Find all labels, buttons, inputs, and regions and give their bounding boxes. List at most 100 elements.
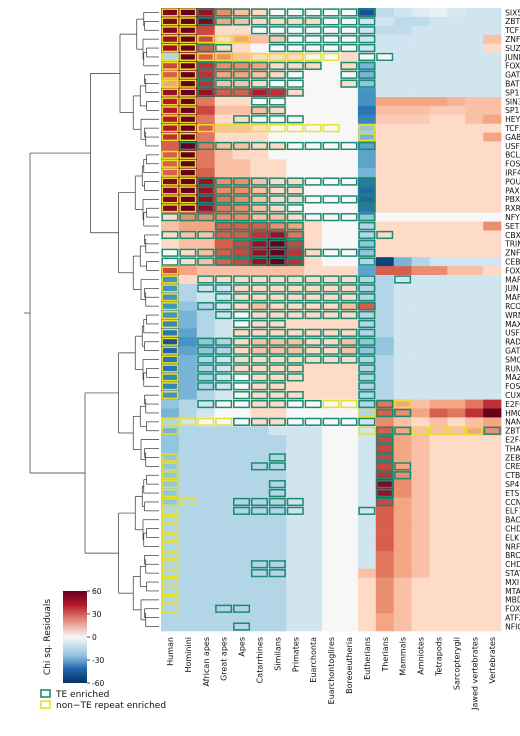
heatmap-cell bbox=[214, 16, 233, 27]
heatmap-cell bbox=[393, 88, 412, 98]
heatmap-cell bbox=[483, 381, 502, 391]
heatmap-cell bbox=[357, 568, 377, 578]
heatmap-cell bbox=[411, 550, 430, 561]
te-outline bbox=[340, 70, 358, 79]
heatmap-cell bbox=[375, 221, 394, 231]
nonte-outline bbox=[161, 355, 179, 364]
te-outline bbox=[394, 426, 412, 435]
te-outline bbox=[250, 177, 268, 186]
te-outline bbox=[197, 373, 215, 382]
heatmap-cell bbox=[393, 328, 412, 338]
heatmap-cell bbox=[465, 16, 484, 27]
te-outline bbox=[233, 319, 251, 329]
nonte-outline bbox=[161, 604, 179, 613]
heatmap-cell bbox=[196, 97, 215, 107]
heatmap-cell bbox=[465, 310, 484, 320]
heatmap-cell bbox=[322, 266, 341, 276]
heatmap-cell bbox=[232, 346, 251, 356]
heatmap-cell bbox=[483, 292, 502, 302]
nonte-outline bbox=[179, 497, 197, 507]
heatmap-cell bbox=[411, 123, 430, 133]
heatmap-cell bbox=[304, 372, 323, 383]
heatmap-cell bbox=[447, 177, 466, 187]
heatmap-cell bbox=[232, 70, 251, 80]
heatmap-cell bbox=[232, 16, 251, 27]
heatmap-cell bbox=[322, 524, 341, 534]
heatmap-cell bbox=[447, 319, 466, 329]
heatmap-cell bbox=[465, 123, 484, 133]
te-outline bbox=[250, 319, 268, 329]
heatmap-cell bbox=[196, 16, 215, 27]
heatmap-cell bbox=[357, 203, 377, 213]
heatmap-cell bbox=[196, 506, 215, 516]
te-outline bbox=[358, 35, 376, 44]
heatmap-cell bbox=[232, 319, 251, 329]
heatmap-cell bbox=[411, 34, 430, 44]
heatmap-cell bbox=[286, 408, 305, 418]
te-outline bbox=[304, 293, 322, 302]
heatmap-cell bbox=[447, 70, 466, 80]
heatmap-cell bbox=[178, 568, 198, 578]
heatmap-cell bbox=[357, 212, 377, 222]
nonte-outline bbox=[179, 79, 197, 88]
te-outline bbox=[233, 61, 251, 70]
te-outline bbox=[304, 43, 322, 53]
heatmap-cell bbox=[268, 212, 287, 222]
heatmap-cell bbox=[411, 524, 430, 534]
row-label: HMGN3 bbox=[505, 409, 520, 418]
heatmap-cell bbox=[393, 275, 412, 285]
heatmap-cell bbox=[196, 346, 215, 356]
heatmap-cell bbox=[214, 43, 233, 53]
row-label: JUND bbox=[504, 53, 520, 62]
heatmap-cell bbox=[340, 381, 359, 391]
heatmap-cell bbox=[322, 542, 341, 552]
heatmap-cell bbox=[375, 230, 394, 240]
heatmap-cell bbox=[286, 168, 305, 178]
heatmap-cell bbox=[447, 533, 466, 543]
te-outline bbox=[215, 293, 233, 302]
te-outline bbox=[179, 248, 197, 257]
heatmap-cell bbox=[429, 132, 448, 142]
heatmap-cell bbox=[340, 79, 359, 89]
te-outline bbox=[233, 364, 251, 373]
heatmap-cell bbox=[286, 550, 305, 561]
heatmap-cell bbox=[250, 417, 269, 427]
heatmap-cell bbox=[250, 16, 269, 27]
heatmap-cell bbox=[447, 16, 466, 27]
heatmap-cell bbox=[447, 364, 466, 374]
column-label: African apes bbox=[202, 637, 211, 687]
heatmap-cell bbox=[196, 408, 215, 418]
heatmap-cell bbox=[196, 114, 215, 124]
heatmap-cell bbox=[268, 372, 287, 383]
heatmap-cell bbox=[322, 444, 341, 454]
heatmap-cell bbox=[250, 70, 269, 80]
heatmap-cell bbox=[375, 283, 394, 294]
heatmap-cell bbox=[393, 461, 412, 472]
heatmap-cell bbox=[250, 355, 269, 365]
te-outline bbox=[215, 17, 233, 26]
heatmap-cell bbox=[286, 97, 305, 107]
heatmap-cell bbox=[286, 613, 305, 623]
heatmap-cell bbox=[304, 542, 323, 552]
heatmap-cell bbox=[322, 355, 341, 365]
heatmap-cell bbox=[393, 79, 412, 89]
heatmap-cell bbox=[429, 239, 448, 249]
heatmap-cell bbox=[268, 70, 287, 80]
heatmap-cell bbox=[393, 559, 412, 569]
nonte-outline bbox=[161, 488, 179, 498]
heatmap-cell bbox=[411, 319, 430, 329]
heatmap-cell bbox=[161, 123, 180, 133]
heatmap-cell bbox=[429, 550, 448, 561]
nonte-outline bbox=[412, 426, 430, 435]
nonte-outline bbox=[250, 52, 268, 62]
heatmap-cell bbox=[411, 275, 430, 285]
heatmap-cell bbox=[465, 533, 484, 543]
nonte-outline bbox=[179, 204, 197, 213]
heatmap-cell bbox=[322, 435, 341, 445]
heatmap-cell bbox=[465, 550, 484, 561]
te-outline bbox=[215, 8, 233, 17]
heatmap-cell bbox=[375, 399, 394, 409]
te-outline bbox=[340, 417, 358, 426]
te-outline bbox=[286, 141, 304, 151]
heatmap-cell bbox=[304, 337, 323, 347]
